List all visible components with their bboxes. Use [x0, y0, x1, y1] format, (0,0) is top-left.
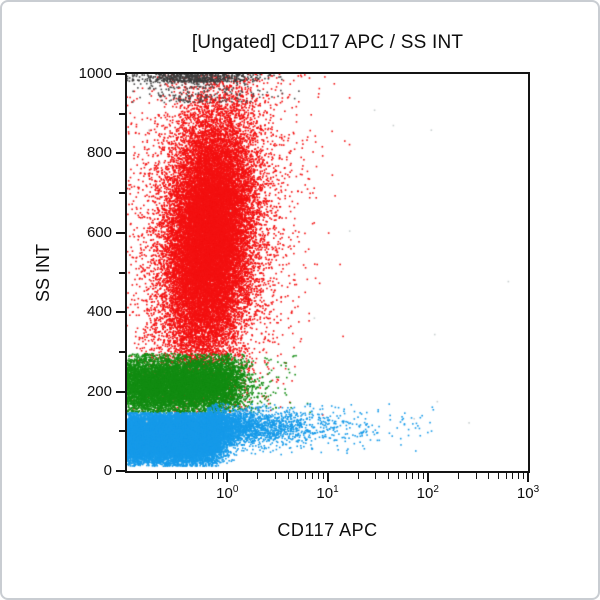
- x-tick-minor: [518, 473, 520, 479]
- y-tick-major: [116, 152, 125, 155]
- y-tick-minor: [119, 192, 125, 195]
- x-tick-minor: [375, 473, 377, 479]
- x-tick-minor: [423, 473, 425, 479]
- y-tick-major: [116, 231, 125, 234]
- x-tick-minor: [497, 473, 499, 479]
- x-axis-label: CD117 APC: [277, 520, 378, 540]
- x-tick-minor: [488, 473, 490, 479]
- x-tick-minor: [187, 473, 189, 479]
- y-tick-major: [116, 311, 125, 314]
- y-tick-minor: [119, 430, 125, 433]
- y-tick-label: 400: [86, 303, 112, 321]
- x-tick-minor: [475, 473, 477, 479]
- x-tick-minor: [305, 473, 307, 479]
- x-tick-minor: [505, 473, 507, 479]
- x-tick-minor: [418, 473, 420, 479]
- scatter-canvas: [127, 74, 528, 471]
- y-tick-label: 600: [86, 223, 112, 241]
- x-tick-label: 103: [516, 484, 540, 502]
- x-tick-minor: [523, 473, 525, 479]
- x-tick-major: [426, 473, 429, 482]
- x-tick-minor: [217, 473, 219, 479]
- x-tick-minor: [157, 473, 159, 479]
- x-tick-minor: [311, 473, 313, 479]
- x-tick-minor: [322, 473, 324, 479]
- x-tick-minor: [412, 473, 414, 479]
- y-tick-minor: [119, 271, 125, 274]
- y-tick-label: 200: [86, 382, 112, 400]
- x-tick-minor: [317, 473, 319, 479]
- x-tick-minor: [205, 473, 206, 479]
- y-tick-minor: [119, 112, 125, 115]
- y-tick-major: [116, 470, 125, 472]
- x-tick-minor: [405, 473, 407, 479]
- x-tick-label: 101: [316, 484, 339, 502]
- x-tick-minor: [275, 473, 277, 479]
- x-tick-label: 100: [216, 484, 239, 502]
- x-tick-minor: [257, 473, 259, 479]
- y-tick-minor: [119, 350, 125, 353]
- chart-title: [Ungated] CD117 APC / SS INT: [191, 32, 464, 53]
- x-tick-minor: [457, 473, 459, 479]
- x-tick-minor: [512, 473, 514, 479]
- x-tick-minor: [387, 473, 389, 479]
- x-tick-major: [326, 473, 329, 482]
- x-tick-minor: [297, 473, 299, 479]
- x-tick-minor: [197, 473, 199, 479]
- x-tick-minor: [287, 473, 289, 479]
- x-tick-minor: [397, 473, 399, 479]
- y-tick-label: 0: [103, 462, 112, 479]
- x-tick-minor: [222, 473, 224, 479]
- plot-frame: [125, 72, 530, 473]
- x-tick-minor: [174, 473, 176, 479]
- x-tick-minor: [357, 473, 359, 479]
- x-tick-minor: [211, 473, 213, 479]
- x-tick-major: [527, 473, 529, 482]
- x-tick-major: [226, 473, 229, 482]
- x-tick-label: 102: [416, 484, 439, 502]
- y-tick-major: [116, 390, 125, 393]
- y-tick-label: 1000: [78, 65, 112, 82]
- y-tick-major: [116, 73, 125, 75]
- y-tick-label: 800: [86, 144, 112, 162]
